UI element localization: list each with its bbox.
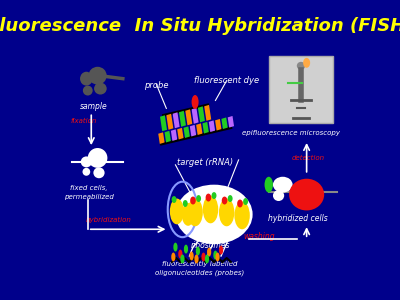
Ellipse shape bbox=[216, 253, 220, 262]
FancyBboxPatch shape bbox=[204, 105, 211, 121]
FancyBboxPatch shape bbox=[158, 132, 164, 144]
Text: ribosomes: ribosomes bbox=[191, 241, 230, 250]
FancyBboxPatch shape bbox=[173, 112, 180, 128]
FancyBboxPatch shape bbox=[185, 109, 192, 125]
FancyBboxPatch shape bbox=[202, 122, 209, 134]
Ellipse shape bbox=[194, 254, 198, 263]
Ellipse shape bbox=[243, 198, 248, 205]
Text: detection: detection bbox=[292, 155, 325, 161]
Ellipse shape bbox=[180, 254, 184, 263]
FancyBboxPatch shape bbox=[160, 115, 167, 131]
Text: epifluorescence microscopy: epifluorescence microscopy bbox=[242, 130, 340, 136]
Ellipse shape bbox=[82, 168, 90, 176]
FancyBboxPatch shape bbox=[177, 128, 184, 140]
Ellipse shape bbox=[273, 177, 292, 193]
Ellipse shape bbox=[83, 85, 93, 95]
Text: probe: probe bbox=[144, 81, 169, 90]
Text: fluorescently labelled: fluorescently labelled bbox=[162, 261, 238, 267]
Text: oligonucleotides (probes): oligonucleotides (probes) bbox=[155, 270, 245, 277]
FancyBboxPatch shape bbox=[228, 116, 234, 128]
Ellipse shape bbox=[206, 194, 211, 202]
FancyBboxPatch shape bbox=[179, 111, 186, 127]
FancyBboxPatch shape bbox=[198, 106, 205, 122]
FancyBboxPatch shape bbox=[269, 56, 333, 123]
Ellipse shape bbox=[219, 246, 223, 254]
Ellipse shape bbox=[93, 167, 104, 178]
Ellipse shape bbox=[237, 200, 243, 208]
Ellipse shape bbox=[203, 196, 218, 223]
Ellipse shape bbox=[213, 250, 218, 260]
FancyBboxPatch shape bbox=[166, 114, 173, 130]
FancyBboxPatch shape bbox=[215, 119, 222, 130]
Text: fixation: fixation bbox=[70, 118, 96, 124]
FancyBboxPatch shape bbox=[171, 129, 177, 141]
Ellipse shape bbox=[173, 243, 178, 252]
Ellipse shape bbox=[264, 177, 273, 193]
Ellipse shape bbox=[303, 58, 310, 68]
Text: fluorescent dye: fluorescent dye bbox=[194, 76, 259, 85]
Text: hybridized cells: hybridized cells bbox=[268, 214, 328, 224]
Ellipse shape bbox=[207, 248, 211, 256]
FancyBboxPatch shape bbox=[184, 126, 190, 138]
Ellipse shape bbox=[81, 156, 92, 167]
Ellipse shape bbox=[171, 253, 176, 262]
Ellipse shape bbox=[88, 148, 108, 168]
Ellipse shape bbox=[228, 195, 233, 202]
Ellipse shape bbox=[190, 252, 194, 260]
Ellipse shape bbox=[183, 200, 188, 207]
FancyBboxPatch shape bbox=[221, 117, 228, 129]
Ellipse shape bbox=[192, 95, 198, 109]
Text: permeabilized: permeabilized bbox=[64, 194, 114, 200]
Ellipse shape bbox=[196, 247, 200, 256]
Ellipse shape bbox=[170, 199, 184, 224]
Ellipse shape bbox=[190, 196, 196, 205]
FancyBboxPatch shape bbox=[209, 120, 215, 132]
Text: target (rRNA): target (rRNA) bbox=[177, 158, 233, 167]
Ellipse shape bbox=[222, 196, 227, 205]
Text: Fluorescence   In Situ Hybridization (FISH): Fluorescence In Situ Hybridization (FISH… bbox=[0, 17, 400, 35]
FancyBboxPatch shape bbox=[164, 131, 171, 142]
Ellipse shape bbox=[88, 67, 107, 85]
Text: sample: sample bbox=[80, 102, 107, 111]
Ellipse shape bbox=[80, 72, 93, 86]
Ellipse shape bbox=[234, 202, 250, 229]
FancyBboxPatch shape bbox=[190, 125, 196, 136]
Ellipse shape bbox=[172, 196, 176, 203]
Ellipse shape bbox=[184, 244, 188, 253]
Ellipse shape bbox=[178, 250, 182, 259]
Ellipse shape bbox=[176, 185, 253, 244]
Text: hybridization: hybridization bbox=[86, 218, 132, 224]
Ellipse shape bbox=[94, 82, 107, 94]
Ellipse shape bbox=[219, 199, 234, 226]
Ellipse shape bbox=[205, 254, 209, 263]
Ellipse shape bbox=[182, 203, 194, 226]
Ellipse shape bbox=[212, 192, 216, 199]
Ellipse shape bbox=[187, 199, 203, 226]
Ellipse shape bbox=[196, 195, 201, 202]
Ellipse shape bbox=[297, 62, 305, 70]
FancyBboxPatch shape bbox=[192, 108, 198, 124]
Ellipse shape bbox=[273, 190, 284, 201]
FancyBboxPatch shape bbox=[196, 123, 202, 135]
Ellipse shape bbox=[289, 179, 324, 210]
Text: fixed cells,: fixed cells, bbox=[70, 185, 108, 191]
Text: washing: washing bbox=[244, 232, 276, 241]
Ellipse shape bbox=[202, 253, 206, 262]
